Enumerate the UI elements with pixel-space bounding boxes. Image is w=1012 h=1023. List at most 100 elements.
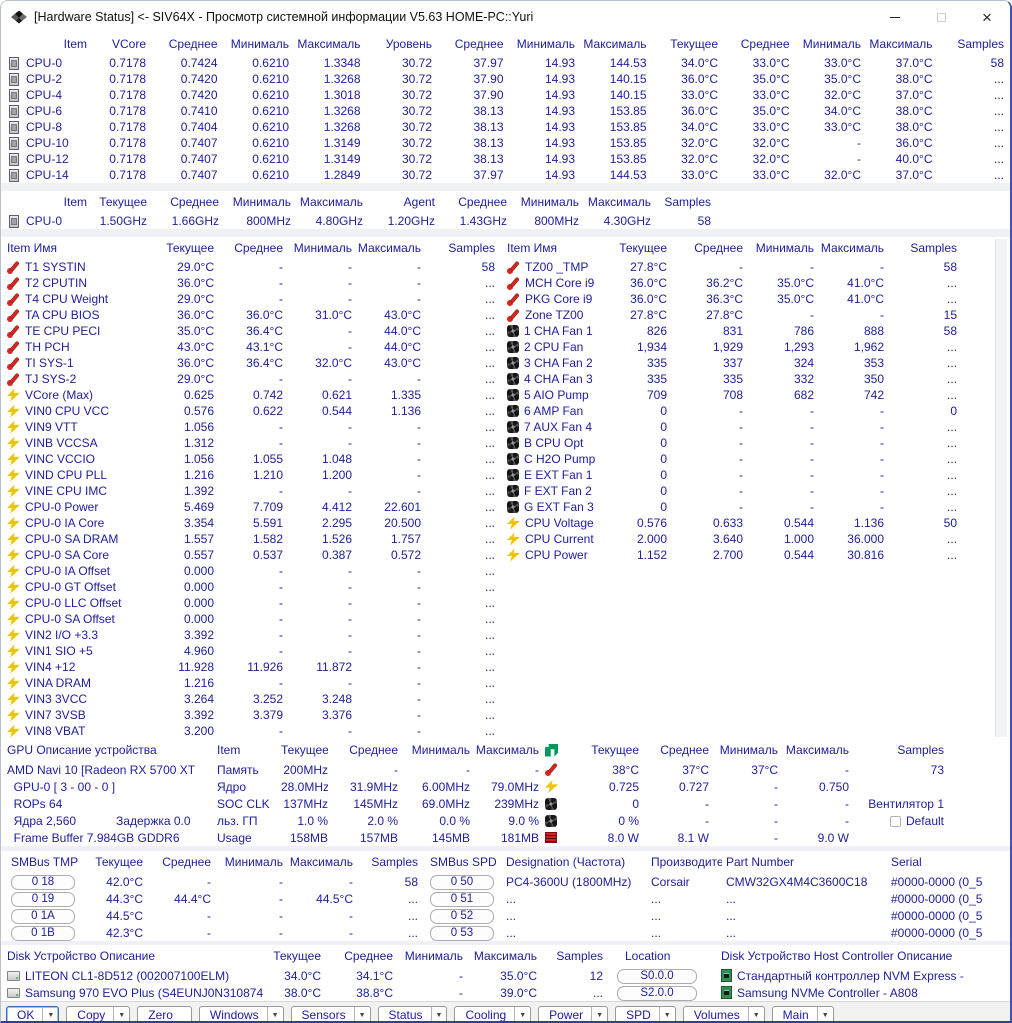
- sensor-name: VINB VCCSA: [25, 436, 98, 450]
- smbus-tmp-address-button[interactable]: 0 18: [11, 874, 75, 890]
- sensor-row: TH PCH 43.0°C 43.1°C - 44.0°C ...: [7, 339, 507, 355]
- sensor-name: MCH Core i9: [525, 276, 595, 290]
- column-header: Уровень: [385, 37, 432, 51]
- chip-icon: [9, 120, 19, 134]
- column-header: Среднее: [740, 37, 790, 51]
- toolbar-button[interactable]: SPD ▼: [615, 1005, 676, 1021]
- cell: -: [279, 292, 283, 306]
- smbus-spd-address-button[interactable]: 0 53: [430, 925, 494, 941]
- samples-cell: ...: [946, 500, 957, 514]
- column-header: Samples: [556, 949, 603, 963]
- bolt-icon: [7, 612, 20, 626]
- cell: -: [459, 985, 463, 1000]
- cell: 30.72: [401, 168, 432, 182]
- toolbar-button[interactable]: Copy ▼: [66, 1005, 131, 1021]
- dropdown-arrow-icon[interactable]: ▼: [658, 1006, 675, 1021]
- cell: -: [348, 596, 352, 610]
- cell: 14.93: [544, 104, 575, 118]
- cell: 0.000: [183, 612, 214, 626]
- cell: 1.3268: [323, 120, 361, 134]
- cell: 0.7178: [109, 104, 146, 118]
- dropdown-arrow-icon[interactable]: ▼: [266, 1006, 283, 1021]
- cell: 140.15: [609, 88, 647, 102]
- cell: 888: [863, 324, 884, 338]
- cell: -: [348, 644, 352, 658]
- cell: 33.0°C: [752, 88, 790, 102]
- smbus-tmp-address-button[interactable]: 0 1A: [11, 908, 75, 924]
- cell: 324: [793, 356, 814, 370]
- cell: 27.8°C: [630, 260, 667, 274]
- column-header: Максималь: [583, 37, 647, 51]
- cell: 1.3149: [323, 152, 361, 166]
- board-icon: [721, 969, 732, 982]
- column-header: Samples: [371, 855, 418, 869]
- cell: -: [845, 813, 849, 828]
- cpu-table: Item VCore Среднее Минималь Максималь Уровень…: [1, 33, 1010, 183]
- smbus-spd-address-button[interactable]: 0 50: [430, 874, 494, 890]
- section-separator: [1, 229, 1010, 237]
- minimize-button[interactable]: [872, 1, 918, 33]
- samples-cell: ...: [484, 660, 495, 674]
- smbus-tmp-address-button[interactable]: 0 1B: [11, 925, 75, 941]
- cell: 145MHz: [353, 796, 398, 811]
- cell: 32.0°C: [752, 152, 790, 166]
- chip-icon: [9, 168, 19, 182]
- toolbar-button[interactable]: Status ▼: [377, 1005, 448, 1021]
- toolbar-button[interactable]: Power ▼: [538, 1005, 609, 1021]
- sensor-name: T1 SYSTIN: [25, 260, 86, 274]
- column-header: Текущее: [166, 241, 214, 255]
- sensor-row: VINC VCCIO 1.056 1.055 1.048 - ...: [7, 451, 507, 467]
- smbus-spd-address-button[interactable]: 0 51: [430, 891, 494, 907]
- samples-cell: ...: [484, 420, 495, 434]
- default-checkbox[interactable]: [889, 815, 901, 827]
- maximize-button[interactable]: [918, 1, 964, 33]
- samples-cell: 58: [943, 260, 957, 274]
- cell: -: [845, 796, 849, 811]
- smbus-spd-address-button[interactable]: 0 52: [430, 908, 494, 924]
- samples-cell: ...: [946, 436, 957, 450]
- cell: 0: [660, 436, 667, 450]
- dropdown-arrow-icon[interactable]: ▼: [113, 1006, 129, 1021]
- cell: 0.572: [390, 548, 421, 562]
- disk-location-button[interactable]: S0.0.0: [617, 968, 697, 984]
- dropdown-arrow-icon[interactable]: ▼: [514, 1006, 530, 1021]
- scrollbar-track[interactable]: [995, 239, 1007, 737]
- dropdown-arrow-icon[interactable]: ▼: [747, 1006, 764, 1021]
- toolbar-button[interactable]: Cooling ▼: [454, 1005, 532, 1021]
- close-button[interactable]: ×: [982, 7, 992, 27]
- toolbar-button[interactable]: OK ▼: [6, 1005, 60, 1021]
- dropdown-arrow-icon[interactable]: ▼: [430, 1006, 447, 1021]
- cell: -: [880, 500, 884, 514]
- fan-icon: [507, 389, 519, 401]
- toolbar-button[interactable]: Main ▼: [771, 1005, 834, 1021]
- dropdown-arrow-icon[interactable]: ▼: [353, 1006, 370, 1021]
- toolbar-button[interactable]: Sensors ▼: [290, 1005, 371, 1021]
- sensor-name: VINC VCCIO: [25, 452, 96, 466]
- cell: 37°C: [682, 762, 709, 777]
- cell: 1.66GHz: [171, 214, 219, 228]
- thermo-icon: [7, 309, 20, 322]
- cell: 4.960: [183, 644, 214, 658]
- dropdown-arrow-icon[interactable]: ▼: [816, 1006, 833, 1021]
- toolbar-button[interactable]: Windows ▼: [198, 1005, 284, 1021]
- toolbar-button[interactable]: Volumes ▼: [682, 1005, 765, 1021]
- dropdown-arrow-icon[interactable]: ▼: [42, 1006, 58, 1021]
- smbus-tmp-address-button[interactable]: 0 19: [11, 891, 75, 907]
- cell: 153.85: [609, 152, 647, 166]
- toolbar-button[interactable]: Zero ▼: [137, 1005, 192, 1021]
- cell: 38.13: [473, 136, 504, 150]
- disk-location-button[interactable]: S2.0.0: [617, 985, 697, 1001]
- dropdown-arrow-icon[interactable]: ▼: [591, 1006, 607, 1021]
- cell: 34.0°C: [824, 104, 861, 118]
- gpu-description: AMD Navi 10 [Radeon RX 5700 XT: [7, 762, 196, 777]
- sensor-name: TA CPU BIOS: [25, 308, 100, 322]
- smbus-row: 0 1B 42.3°C - - - ... 0 53 ... ... ... #…: [7, 924, 1004, 941]
- cell: 0.633: [712, 516, 743, 530]
- cell: -: [739, 260, 743, 274]
- maximize-icon: [936, 12, 946, 22]
- cell: -: [810, 500, 814, 514]
- cell: -: [279, 580, 283, 594]
- cell: 1,293: [783, 340, 814, 354]
- cell: 1.20GHz: [387, 214, 435, 228]
- item-name: CPU-8: [26, 120, 63, 134]
